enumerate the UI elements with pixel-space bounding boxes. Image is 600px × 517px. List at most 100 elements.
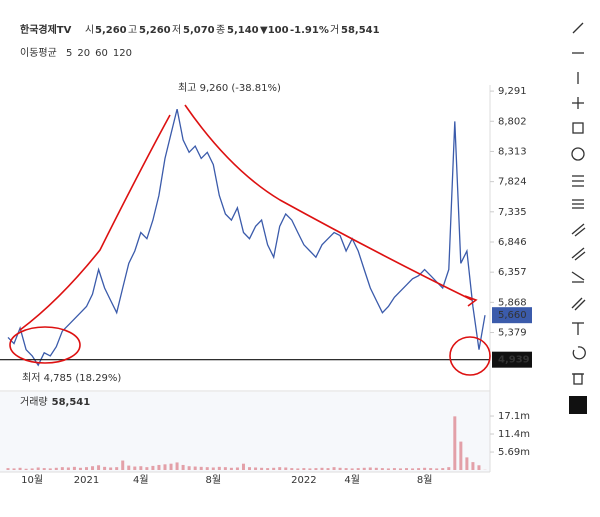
volume-bar <box>477 465 481 470</box>
volume: 58,541 <box>341 25 380 36</box>
volume-bar <box>97 465 101 470</box>
volume-bar <box>163 464 167 470</box>
x-tick-label: 4월 <box>133 474 149 486</box>
y-tick-label: 8,802 <box>498 116 527 127</box>
volume-bar <box>199 466 203 470</box>
volume-bar <box>471 462 475 470</box>
x-tick-label: 2021 <box>74 475 99 486</box>
volume-bar <box>459 441 463 470</box>
ma-legend-item: 5 <box>66 48 72 59</box>
volume-bar <box>392 468 396 470</box>
volume-bar <box>91 466 95 470</box>
low-annotation: 최저 4,785 (18.29%) <box>22 372 121 384</box>
volume-pane-bg <box>0 392 490 472</box>
volume-bar <box>374 467 378 470</box>
volume-bar <box>12 468 16 470</box>
volume-bar <box>405 468 409 470</box>
volume-bar <box>423 467 427 470</box>
stock-name: 한국경제TV <box>20 23 72 36</box>
volume-label: 거 <box>330 24 339 36</box>
low: 5,070 <box>183 25 215 36</box>
ma-title: 이동평균 <box>20 47 57 59</box>
volume-bar <box>380 468 384 470</box>
change: ▼100 <box>260 25 289 36</box>
volume-bar <box>205 467 209 470</box>
volume-bar <box>308 468 312 470</box>
plot: 5 20 60 120 5,379 5,868 6,357 6,846 7,335 7,824 8,… <box>0 48 532 486</box>
y-tick-label: 6,846 <box>498 237 527 248</box>
volume-bar <box>398 468 402 470</box>
high-label: 고 <box>128 25 137 36</box>
toolbar[interactable] <box>569 22 587 414</box>
volume-bar <box>84 467 88 470</box>
header: 한국경제TV 시 5,260 고 5,260 저 5,070 종 5,140 ▼… <box>20 23 380 59</box>
volume-bar <box>60 467 64 470</box>
volume-bar <box>284 467 288 470</box>
volume-bar <box>103 466 107 470</box>
volume-bar <box>24 468 28 470</box>
y-tick-label: 7,824 <box>498 177 527 188</box>
volume-bar <box>278 467 282 470</box>
volume-bar <box>344 468 348 470</box>
volume-bar <box>248 467 252 470</box>
x-tick-label: 8월 <box>206 474 222 486</box>
volume-bar <box>78 467 82 470</box>
volume-bar <box>356 468 360 470</box>
volume-bar <box>453 416 457 470</box>
volume-bar <box>417 468 421 470</box>
close-label: 종 <box>216 24 225 36</box>
volume-bar <box>386 468 390 470</box>
volume-bar <box>362 467 366 470</box>
drawings <box>9 104 491 376</box>
high: 5,260 <box>139 25 171 36</box>
close: 5,140 <box>227 25 259 36</box>
volume-bar <box>115 467 119 470</box>
volume-bar <box>302 468 306 470</box>
volume-bar <box>30 468 34 470</box>
volume-title-value: 58,541 <box>52 397 91 408</box>
x-tick-label: 10월 <box>21 474 43 486</box>
volume-bar <box>121 460 125 470</box>
open: 5,260 <box>95 25 127 36</box>
volume-bar <box>72 466 76 470</box>
x-tick-label: 2022 <box>291 475 316 486</box>
volume-bar <box>151 465 155 470</box>
ma-legend-item: 20 <box>77 48 90 59</box>
volume-bar <box>350 468 354 470</box>
volume-bar <box>157 464 161 470</box>
volume-bar <box>411 468 415 470</box>
volume-bar <box>266 468 270 470</box>
h-line-label: 4,939 <box>498 355 530 366</box>
h-line-badge <box>492 351 532 368</box>
ma-legend-item: 120 <box>113 48 132 59</box>
volume-bar <box>54 467 58 470</box>
y-tick-label: 5,379 <box>498 328 527 339</box>
volume-bar <box>320 467 324 470</box>
low-label: 저 <box>172 24 181 36</box>
volume-bar <box>48 468 52 470</box>
volume-bar <box>465 457 469 470</box>
change-pct: -1.91% <box>290 25 329 36</box>
volume-bar <box>272 467 276 470</box>
volume-bar <box>127 465 131 470</box>
volume-bar <box>18 467 22 470</box>
volume-bar <box>441 468 445 470</box>
volume-bar <box>193 466 197 470</box>
volume-bar <box>326 468 330 470</box>
volume-bar <box>42 468 46 470</box>
y-tick-label: 11.4m <box>498 429 530 440</box>
volume-bar <box>332 467 336 470</box>
x-tick-label: 4월 <box>344 474 360 486</box>
current-price-badge <box>492 307 532 324</box>
price-line <box>7 108 486 367</box>
y-tick-label: 9,291 <box>498 86 527 97</box>
volume-bar <box>290 468 294 470</box>
y-tick-label: 6,357 <box>498 267 527 278</box>
volume-bar <box>235 467 239 470</box>
volume-bar <box>187 466 191 470</box>
volume-bar <box>133 466 137 470</box>
volume-bar <box>429 468 433 470</box>
volume-bar <box>229 467 233 470</box>
volume-bar <box>6 468 10 470</box>
